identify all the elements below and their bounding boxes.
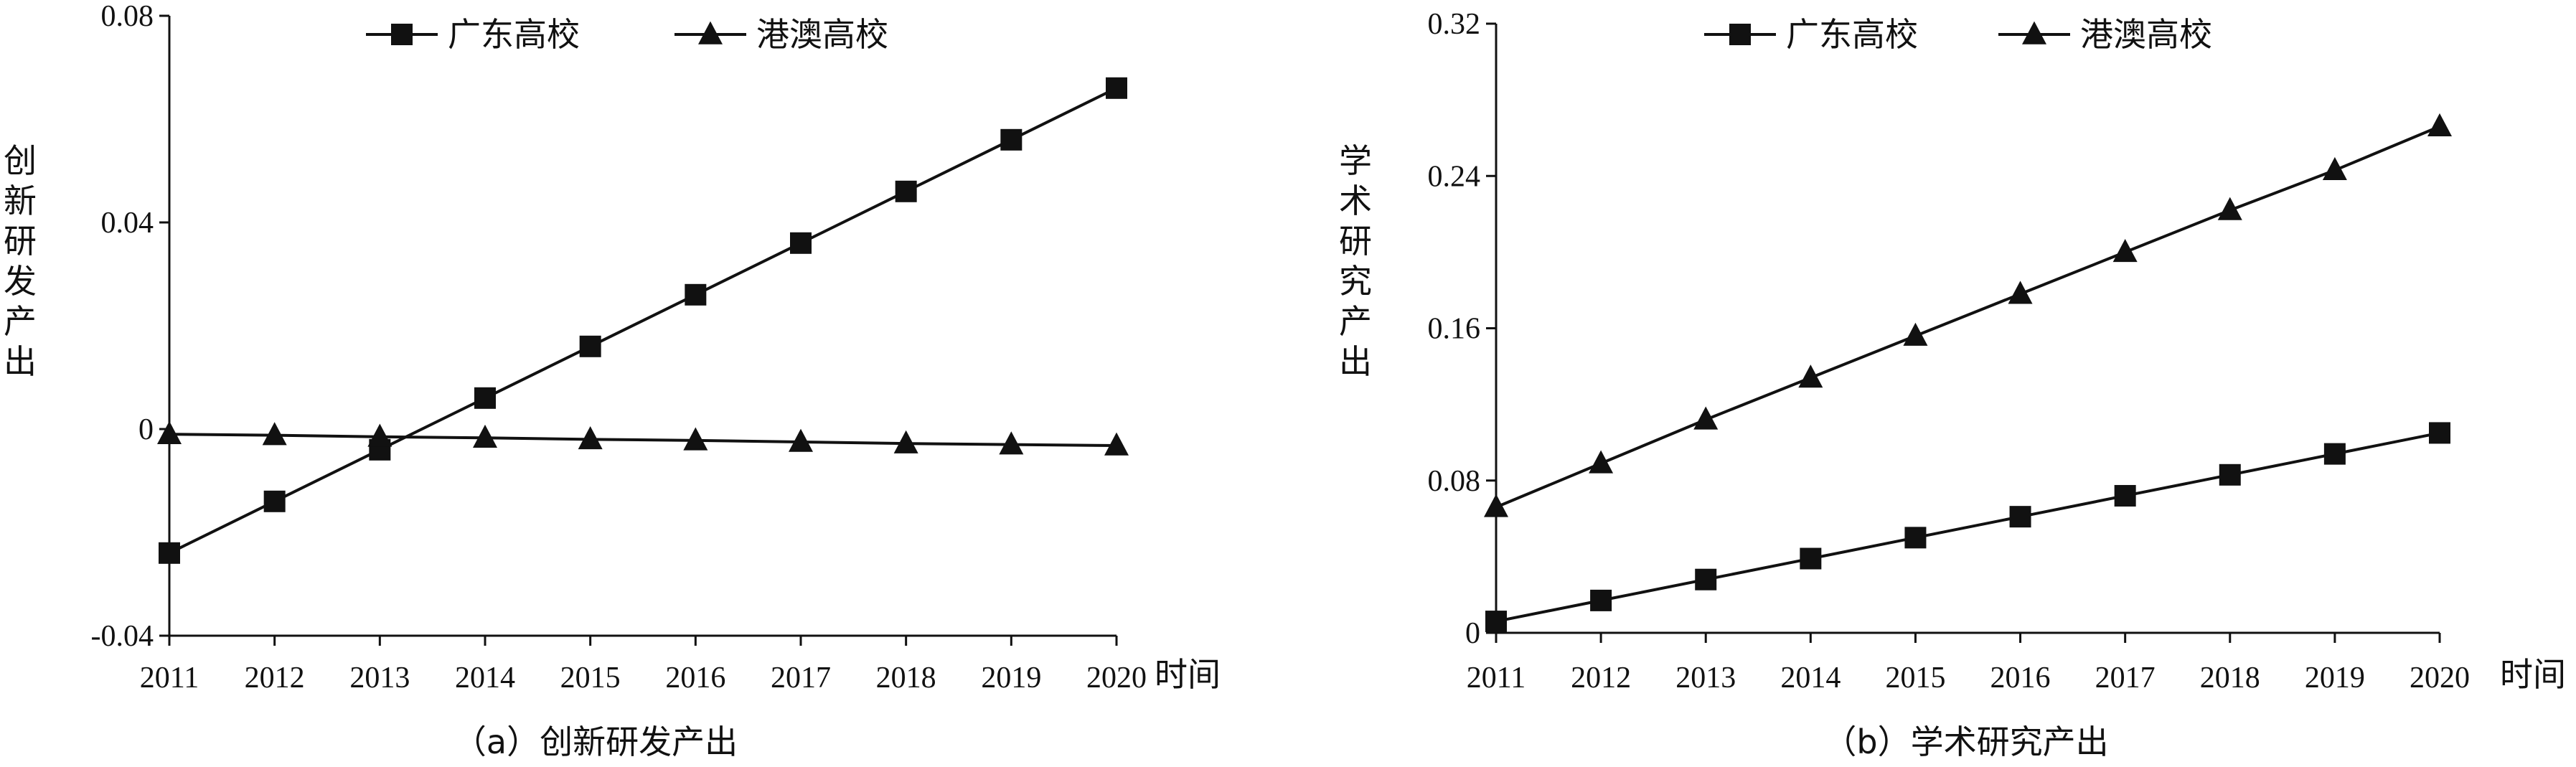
data-point-triangle <box>367 423 392 447</box>
x-tick-label: 2019 <box>2305 662 2365 695</box>
x-tick-label: 2018 <box>2200 662 2260 695</box>
panel-caption: （a）创新研发产出 <box>453 723 738 761</box>
series-line-2 <box>169 433 1117 448</box>
x-tick-label: 2014 <box>455 662 515 695</box>
x-tick-label: 2017 <box>771 662 831 695</box>
x-tick-label: 2012 <box>245 662 305 695</box>
x-tick-label: 2012 <box>1571 662 1631 695</box>
x-tick-label: 2018 <box>876 662 936 695</box>
data-point-square <box>263 490 286 512</box>
x-tick-label: 2016 <box>665 662 725 695</box>
data-point-square <box>1904 527 1927 549</box>
legend-label-2: 港澳高校 <box>756 15 888 54</box>
chart-panel-a: -0.04 0 0.04 0.08 2011 2012 2013 2014 2015 2016 20… <box>4 0 1221 761</box>
y-axis-label: 学术研究产出 <box>1339 141 1372 381</box>
data-point-square <box>790 232 812 254</box>
data-point-triangle <box>2112 239 2138 263</box>
chart-panel-b: 0 0.08 0.16 0.24 0.32 2011 2012 2013 2014 2015 201… <box>1339 8 2566 761</box>
y-tick-label: 0 <box>138 413 154 446</box>
x-tick-label: 2015 <box>1885 662 1945 695</box>
y-tick-label: 0.24 <box>1428 160 1481 193</box>
x-tick-label: 2014 <box>1780 662 1841 695</box>
data-point-square <box>1000 128 1023 151</box>
data-point-square <box>1800 547 1822 570</box>
x-tick-label: 2013 <box>1675 662 1736 695</box>
x-axis-label: 时间 <box>2500 655 2566 694</box>
x-axis-label: 时间 <box>1155 655 1221 694</box>
series-line-1 <box>169 87 1117 555</box>
legend-marker-square <box>391 24 413 45</box>
y-axis-label: 创新研发产出 <box>4 141 37 381</box>
x-tick-label: 2013 <box>349 662 410 695</box>
y-tick-label: 0.08 <box>101 0 154 33</box>
data-point-triangle <box>2217 197 2242 220</box>
x-tick-label: 2015 <box>560 662 621 695</box>
data-point-square <box>579 335 601 357</box>
data-point-square <box>2219 464 2241 486</box>
data-point-square <box>2009 506 2031 528</box>
data-point-square <box>685 283 707 306</box>
data-point-square <box>1695 568 1717 590</box>
data-point-triangle <box>262 422 287 446</box>
x-tick-label: 2020 <box>2410 662 2470 695</box>
data-point-triangle <box>1798 364 1823 388</box>
data-point-triangle <box>789 428 813 452</box>
data-point-square <box>2323 443 2346 465</box>
data-point-triangle <box>1484 494 1508 517</box>
legend-marker-triangle <box>2022 21 2046 44</box>
legend-marker-square <box>1729 24 1751 45</box>
data-point-triangle <box>999 431 1024 455</box>
x-tick-label: 2019 <box>981 662 1041 695</box>
data-point-square <box>159 542 180 564</box>
legend-label-1: 广东高校 <box>1786 15 1918 54</box>
y-tick-label: 0.08 <box>1428 465 1481 498</box>
data-point-triangle <box>683 427 708 451</box>
legend-label-2: 港澳高校 <box>2080 15 2212 54</box>
data-point-triangle <box>157 420 182 444</box>
data-point-square <box>1106 77 1127 99</box>
data-point-triangle <box>1693 406 1719 430</box>
panel-caption: （b）学术研究产出 <box>1823 723 2108 761</box>
data-point-triangle <box>1589 450 1614 474</box>
data-point-triangle <box>1104 432 1129 456</box>
data-point-triangle <box>473 424 497 448</box>
y-tick-label: -0.04 <box>91 620 154 653</box>
data-point-triangle <box>1903 322 1928 346</box>
series-line-2 <box>1495 125 2440 509</box>
data-point-square <box>2114 484 2136 507</box>
legend-marker-triangle <box>698 21 723 44</box>
x-tick-label: 2016 <box>1990 662 2051 695</box>
y-tick-label: 0.32 <box>1428 8 1481 41</box>
data-point-triangle <box>2427 113 2452 137</box>
y-tick-label: 0.16 <box>1428 313 1481 346</box>
data-point-square <box>1485 611 1507 633</box>
x-tick-label: 2020 <box>1086 662 1147 695</box>
series-line-1 <box>1495 431 2440 624</box>
y-tick-label: 0 <box>1465 617 1480 650</box>
x-tick-label: 2011 <box>140 662 199 695</box>
x-tick-label: 2011 <box>1467 662 1526 695</box>
data-point-triangle <box>2322 156 2347 181</box>
data-point-square <box>895 180 917 202</box>
data-point-square <box>474 387 496 409</box>
x-tick-label: 2017 <box>2095 662 2156 695</box>
y-tick-label: 0.04 <box>101 207 154 240</box>
legend-label-1: 广东高校 <box>448 15 580 54</box>
data-point-triangle <box>893 430 918 453</box>
data-point-square <box>1590 589 1612 611</box>
data-point-triangle <box>2008 281 2033 304</box>
data-point-square <box>2429 422 2450 444</box>
data-point-triangle <box>578 426 603 450</box>
